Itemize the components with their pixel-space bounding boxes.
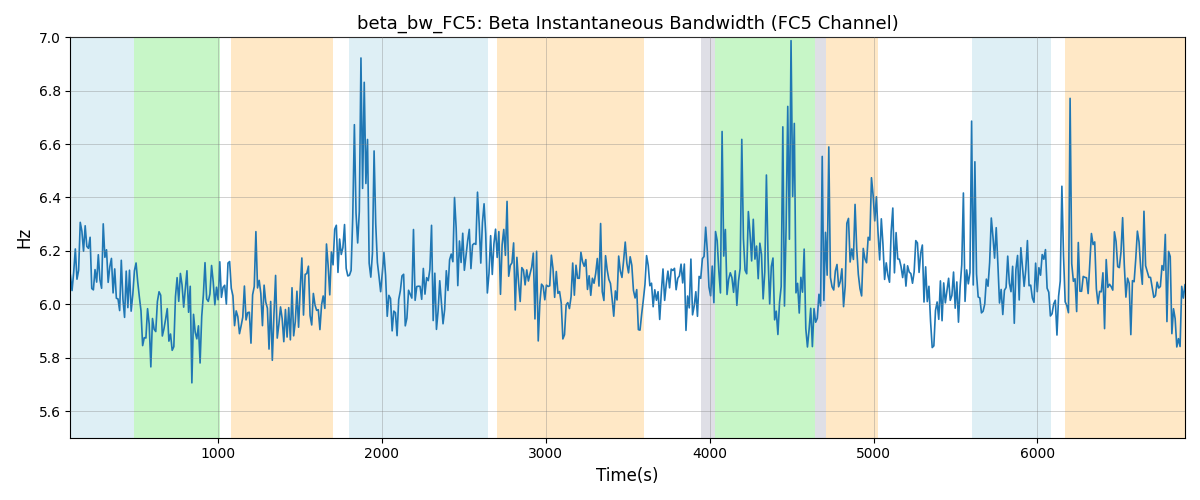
Bar [349,38,488,438]
Bar [1066,38,1184,438]
Y-axis label: Hz: Hz [14,227,32,248]
Bar [232,38,332,438]
Bar [702,38,714,438]
Bar [134,38,220,438]
Bar [714,38,815,438]
Bar [497,38,644,438]
Bar [826,38,878,438]
Bar [71,38,134,438]
Bar [815,38,826,438]
Title: beta_bw_FC5: Beta Instantaneous Bandwidth (FC5 Channel): beta_bw_FC5: Beta Instantaneous Bandwidt… [356,15,899,34]
Bar [972,38,1050,438]
X-axis label: Time(s): Time(s) [596,467,659,485]
